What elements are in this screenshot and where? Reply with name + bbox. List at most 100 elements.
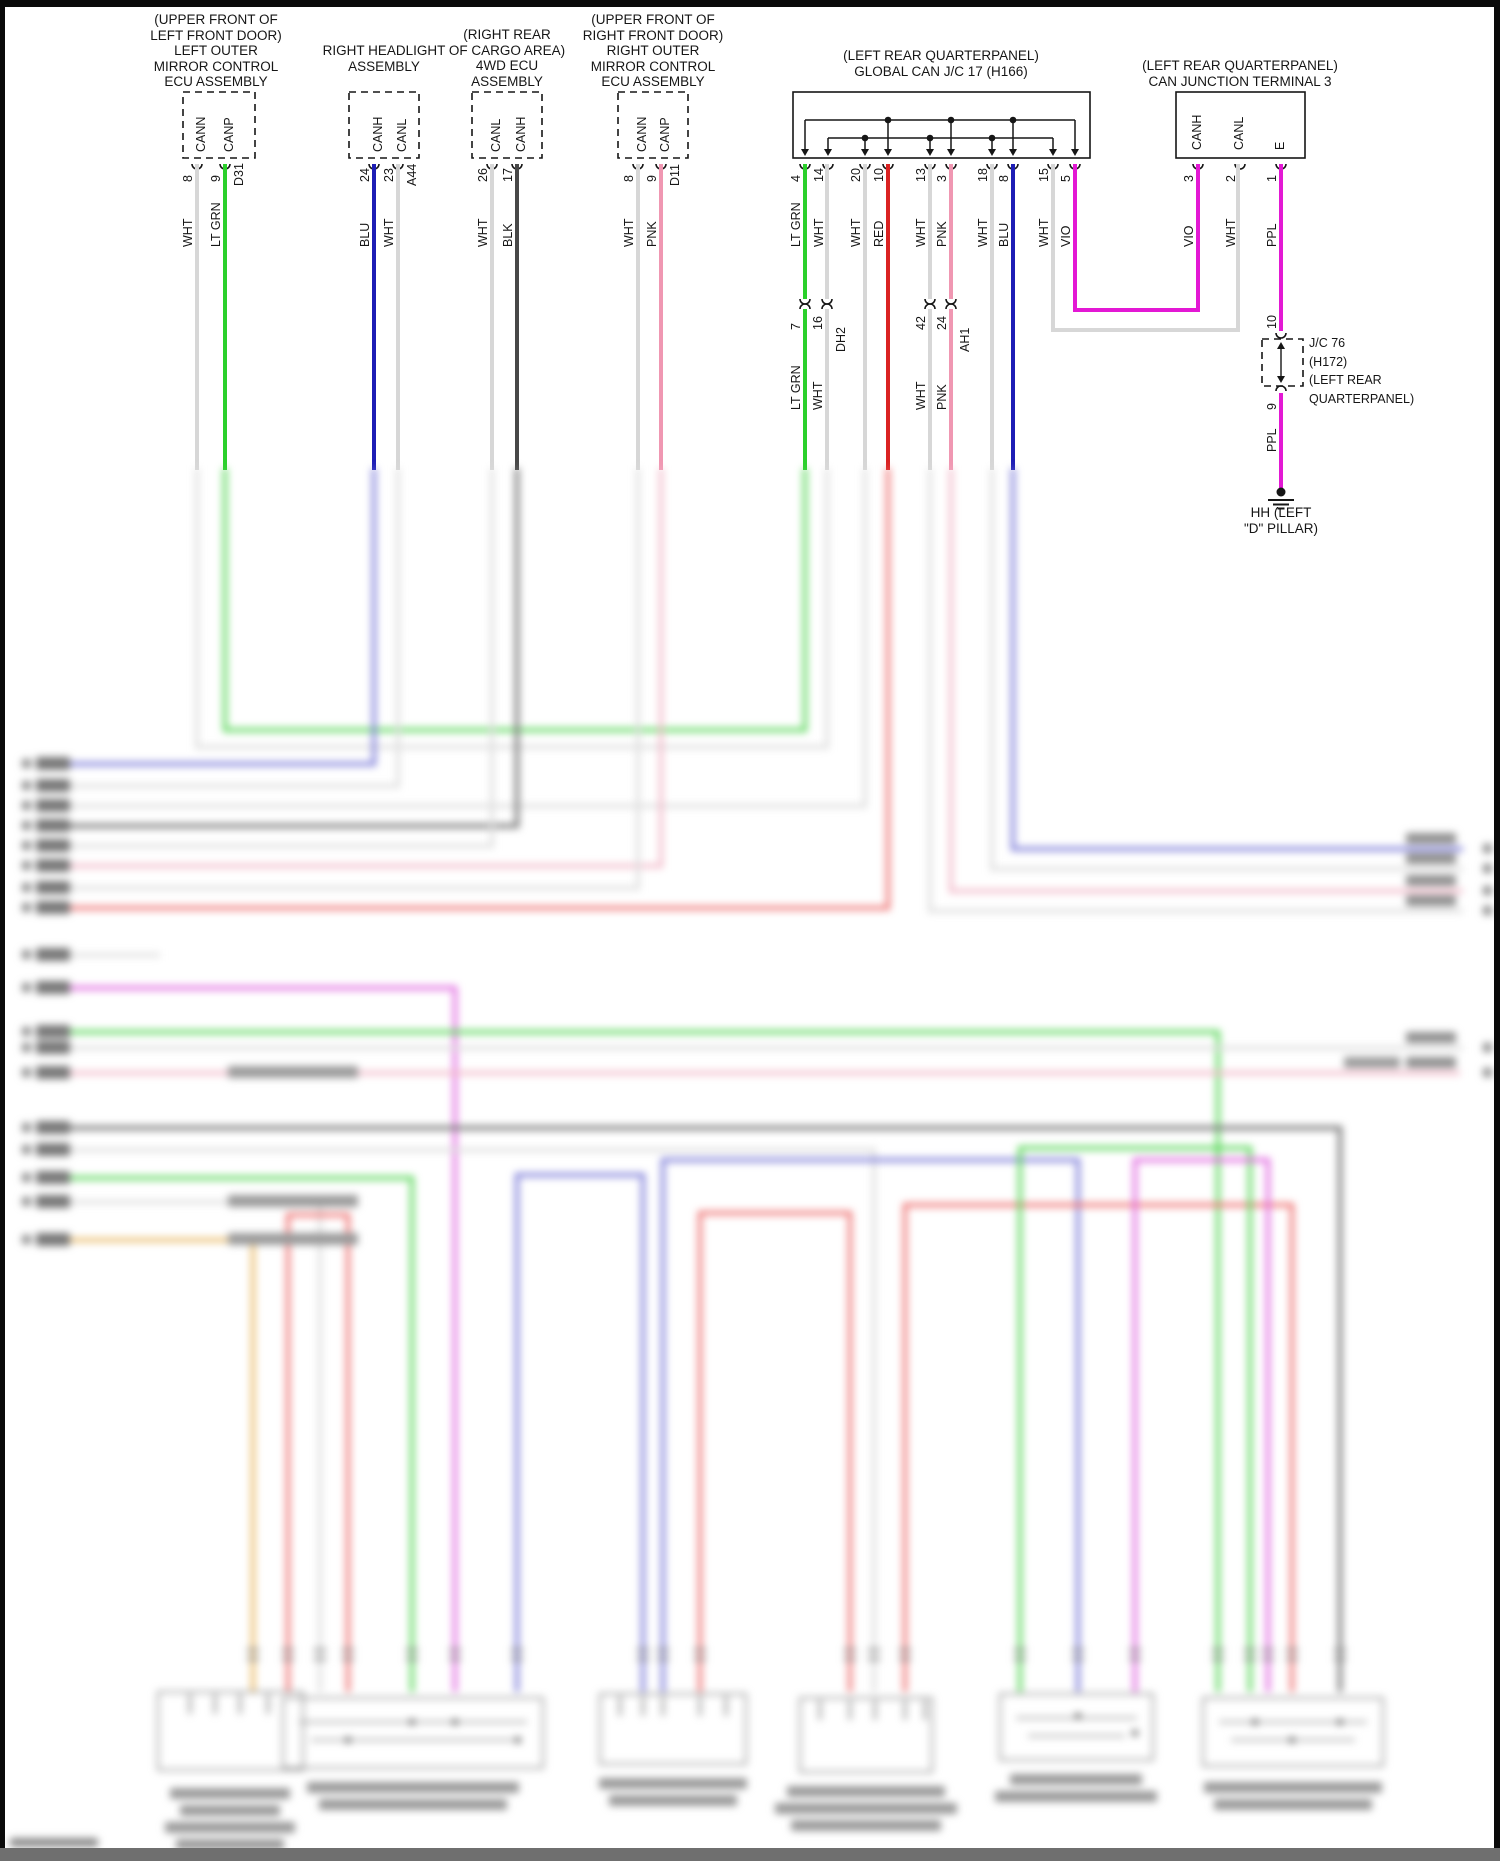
stub-label-bar (36, 1121, 70, 1134)
junction-dot (947, 116, 955, 124)
jct3-wire-color: PPL (1265, 223, 1279, 247)
bus-arrowhead (1049, 149, 1057, 156)
blur-wire-BLK (70, 468, 520, 829)
stub-pin-number-bar (22, 983, 31, 992)
stub-pin-number-bar (22, 1027, 31, 1036)
stub-pin-number-bar (22, 841, 31, 850)
bus-arrowhead (801, 149, 809, 156)
jc17-pin-number: 18 (976, 168, 990, 182)
footer-text-bar (10, 1838, 98, 1847)
blur-wire-WHT (990, 468, 1463, 871)
blur-wire-BLU (70, 468, 376, 766)
ground-label-line: "D" PILLAR) (1243, 520, 1319, 536)
ground-symbol (1276, 487, 1286, 497)
left-outer-mirror-ecu-title: (UPPER FRONT OF LEFT FRONT DOOR) LEFT OUTE… (86, 12, 346, 90)
bottom-connector-box (282, 1697, 544, 1769)
blur-wire-BLU (661, 1158, 1080, 1692)
ah1-connector-code: AH1 (958, 327, 972, 352)
bus-arrowhead (988, 149, 996, 156)
jc17-pin-number: 15 (1037, 168, 1051, 182)
blur-wire-RED (70, 468, 890, 910)
right-outer-mirror-ecu-wire-color: PNK (645, 221, 659, 247)
left-outer-mirror-ecu-pin-number: 9 (209, 175, 223, 182)
junction-dot (861, 134, 869, 142)
4wd-ecu-box (471, 91, 543, 159)
right-outer-mirror-ecu-pin-name: CANN (635, 116, 649, 152)
stub-pin-number-bar (22, 801, 31, 810)
jct3-pin-number: 1 (1265, 175, 1279, 182)
blur-wire-BLU (515, 1173, 645, 1692)
blur-wire-WHT (70, 468, 494, 848)
junction-dot (926, 134, 934, 142)
blur-wire-GRN (1018, 1146, 1252, 1692)
4wd-ecu-title-line: (RIGHT REAR (463, 27, 551, 42)
right-headlight-wire-color: WHT (382, 218, 396, 247)
jc17-wire-color: BLU (997, 222, 1011, 247)
jc17-wire-color: WHT (1037, 218, 1051, 247)
bottom-connector-label-bar (995, 1791, 1157, 1802)
exit-pin-number-bar (1483, 906, 1492, 915)
junction-dot (988, 134, 996, 142)
4wd-ecu-pin-name: CANH (514, 116, 528, 152)
jc17-wire-color: WHT (849, 218, 863, 247)
stub-pin-number-bar (22, 1043, 31, 1052)
stub-label-bar (36, 1195, 70, 1208)
pin-bracket (1275, 385, 1287, 392)
bus-arrowhead (861, 149, 869, 156)
jc76-label: QUARTERPANEL) (1309, 391, 1415, 406)
4wd-ecu-title-line: OF CARGO AREA) (448, 42, 566, 58)
bottom-connector-label-bar (775, 1803, 957, 1814)
jc17-pin-number: 5 (1059, 175, 1073, 182)
bus-arrowhead (926, 149, 934, 156)
exit-label-bar (1406, 853, 1456, 864)
right-outer-mirror-ecu-title-line: (UPPER FRONT OF (591, 12, 715, 27)
jc17-pin-number: 14 (812, 168, 826, 182)
exit-label-bar (1406, 895, 1456, 906)
stub-pin-number-bar (22, 821, 31, 830)
blur-wire-VIO (70, 986, 457, 1692)
right-outer-mirror-ecu-pin-number: 8 (622, 175, 636, 182)
left-outer-mirror-ecu-title-line: ECU ASSEMBLY (164, 74, 268, 89)
bottom-connector-dot (1131, 1729, 1139, 1737)
bottom-connector-label-bar (1214, 1799, 1372, 1810)
right-headlight-wire-color: BLU (358, 222, 372, 247)
jc76-arrowhead-down (1277, 376, 1285, 383)
stub-pin-number-bar (22, 950, 31, 959)
dh2-pin-number: 16 (811, 316, 825, 330)
ah1-wire-color: PNK (935, 384, 949, 410)
junction-dot (884, 116, 892, 124)
right-outer-mirror-ecu-title-line: RIGHT OUTER (606, 43, 700, 58)
left-outer-mirror-ecu-wire-color: WHT (181, 218, 195, 247)
left-outer-mirror-ecu-pin-name: CANN (194, 116, 208, 152)
pin-bracket (924, 303, 936, 310)
jct3-pin-name: E (1273, 141, 1287, 150)
bottom-connector-dot (344, 1736, 352, 1744)
right-headlight-connector-code: A44 (405, 163, 419, 186)
bottom-connector-label-bar (609, 1795, 737, 1806)
pin-bracket (1275, 332, 1287, 339)
frame-top (0, 0, 1500, 7)
blur-wire-RED (286, 1213, 350, 1692)
bottom-connector-label-bar (165, 1822, 295, 1833)
blur-wire-GRN (70, 1030, 1220, 1692)
bottom-connector-label-bar (307, 1782, 519, 1793)
stub-label-bar (36, 981, 70, 994)
dh2-wire-color: WHT (811, 381, 825, 410)
jc17-pin-number: 20 (849, 168, 863, 182)
stub-pin-number-bar (22, 1068, 31, 1077)
jc17-title-line: (LEFT REAR QUARTERPANEL) (843, 48, 1039, 63)
right-headlight-title: RIGHT HEADLIGHT ASSEMBLY (254, 43, 514, 74)
left-outer-mirror-ecu-title-line: MIRROR CONTROL (153, 58, 279, 74)
left-outer-mirror-ecu-box (182, 91, 256, 159)
stub-label-bar (36, 819, 70, 832)
bottom-connector-dot (408, 1718, 416, 1726)
frame-left (0, 0, 5, 1861)
left-outer-mirror-ecu-pin-name: CANP (222, 117, 236, 152)
stub-label-bar (36, 1171, 70, 1184)
stub-label-bar (36, 1233, 70, 1246)
stub-label-bar (36, 799, 70, 812)
exit-pin-number-bar (1483, 1068, 1492, 1077)
stub-pin-number-bar (22, 1197, 31, 1206)
route-WHT (1051, 164, 1240, 332)
